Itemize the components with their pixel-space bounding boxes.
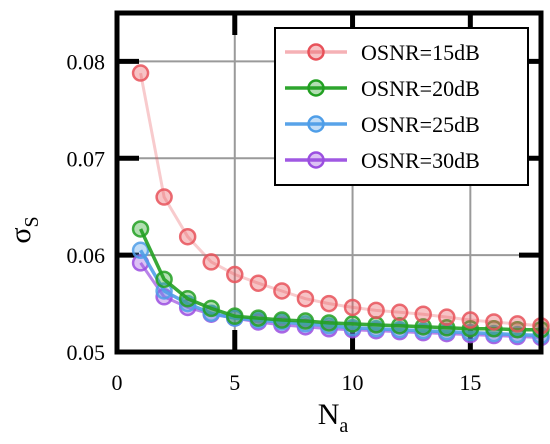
data-point — [273, 282, 291, 300]
series-line — [139, 228, 541, 332]
x-axis-title-main: N — [318, 398, 340, 431]
y-axis-title: σS — [4, 216, 43, 243]
data-point — [155, 270, 173, 289]
x-tick-label: 10 — [342, 370, 364, 395]
legend-item: OSNR=20dB — [285, 76, 480, 101]
y-tick-label: 0.06 — [67, 243, 106, 268]
y-tick-label: 0.08 — [67, 49, 106, 74]
legend-label: OSNR=25dB — [361, 112, 480, 137]
legend-marker — [307, 115, 325, 133]
legend-marker — [307, 79, 325, 97]
y-tick-label: 0.05 — [67, 340, 106, 365]
data-point — [273, 311, 291, 329]
data-point — [202, 299, 220, 318]
data-point — [414, 318, 432, 336]
data-point — [508, 315, 527, 333]
data-point — [178, 289, 197, 308]
legend-label: OSNR=15dB — [361, 40, 480, 65]
data-point — [296, 312, 315, 330]
x-tick-label: 0 — [112, 370, 123, 395]
data-point — [414, 305, 432, 323]
data-point — [390, 303, 409, 322]
legend-label: OSNR=20dB — [361, 76, 480, 101]
y-axis-title-main: σ — [4, 227, 37, 243]
data-point — [438, 308, 456, 326]
data-point — [155, 188, 173, 206]
data-point — [508, 320, 527, 339]
data-point — [131, 64, 150, 82]
x-axis-title-sub: a — [339, 415, 348, 437]
legend-marker — [307, 43, 325, 61]
data-point — [461, 311, 480, 329]
series-line — [139, 72, 542, 328]
series-line — [139, 249, 542, 338]
data-point — [226, 265, 244, 284]
legend: OSNR=15dB OSNR=20dB OSNR=25dB OSNR=30dB — [274, 27, 529, 186]
data-point — [249, 309, 268, 327]
y-tick-label: 0.07 — [67, 146, 106, 171]
data-point — [320, 294, 338, 313]
data-point — [131, 220, 150, 238]
legend-item: OSNR=15dB — [285, 40, 480, 65]
data-point — [131, 241, 150, 260]
data-point — [367, 301, 385, 320]
data-point — [343, 298, 362, 317]
data-point — [367, 316, 385, 334]
data-point — [249, 274, 268, 292]
data-point — [178, 227, 197, 246]
data-point — [296, 289, 315, 308]
data-point — [202, 253, 220, 271]
data-point — [485, 313, 503, 331]
data-point — [320, 314, 338, 332]
legend-marker — [307, 151, 325, 169]
data-point — [390, 317, 409, 335]
plot-frame — [114, 10, 544, 355]
data-point — [343, 315, 362, 333]
series-1 — [131, 64, 550, 335]
data-point — [226, 307, 244, 325]
x-axis-title: Na — [318, 398, 349, 437]
legend-item: OSNR=25dB — [285, 112, 480, 137]
y-axis-ticks: 0.05 0.06 0.07 0.08 — [67, 49, 541, 365]
x-tick-label: 15 — [459, 370, 481, 395]
series-2 — [131, 220, 550, 339]
x-tick-label: 5 — [229, 370, 240, 395]
series-layer — [131, 64, 550, 347]
legend-item: OSNR=30dB — [285, 148, 480, 173]
legend-label: OSNR=30dB — [361, 148, 480, 173]
y-axis-title-sub: S — [21, 216, 43, 227]
